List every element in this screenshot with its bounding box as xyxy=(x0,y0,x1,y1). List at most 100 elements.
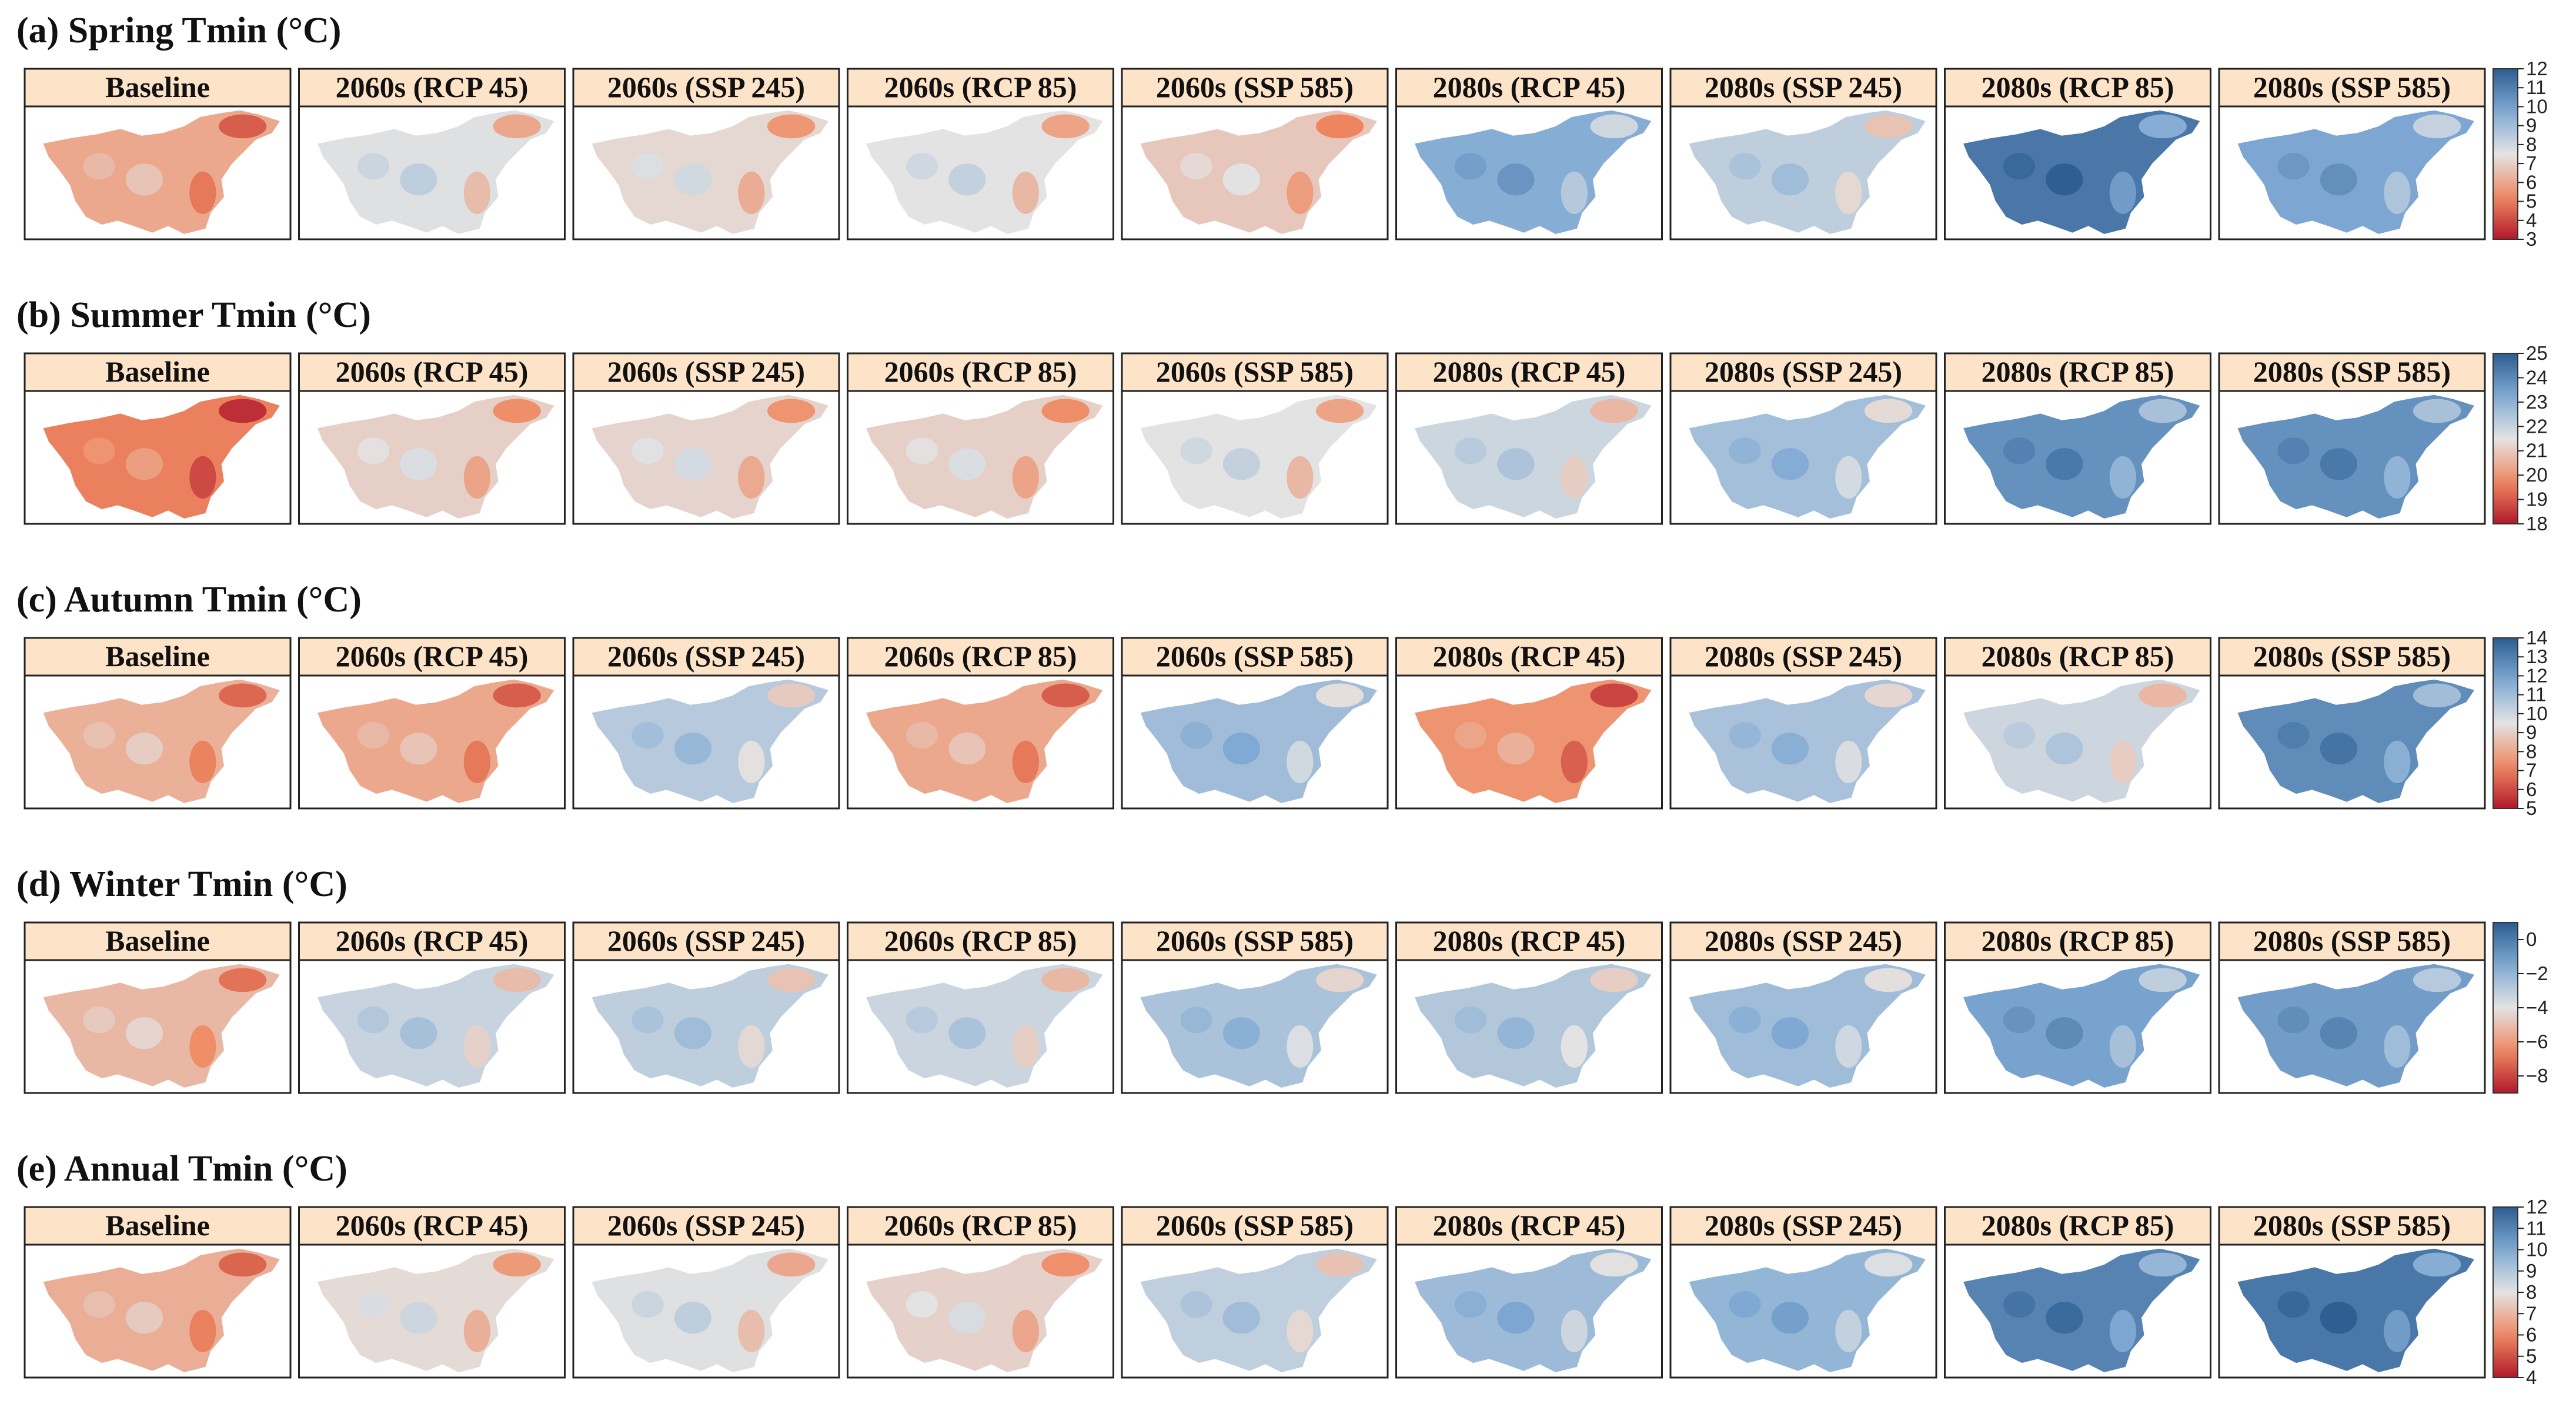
map-hotspot xyxy=(2109,456,2136,499)
colorbar-tick-label: 3 xyxy=(2526,228,2537,250)
panel-strip-label: 2080s (SSP 585) xyxy=(2253,355,2451,388)
colorbar-tick-label: 9 xyxy=(2526,721,2537,743)
map-hotspot xyxy=(2139,968,2187,992)
map-coolspot xyxy=(2046,1017,2083,1049)
map-panel: 2080s (RCP 85) xyxy=(1944,352,2211,525)
map-coolspot xyxy=(948,1017,986,1049)
map-coolspot xyxy=(400,1017,437,1049)
panel-strip xyxy=(1121,68,1389,108)
colorbar-tick-label: 11 xyxy=(2526,1217,2546,1239)
map-hotspot xyxy=(1287,1309,1314,1353)
map-panel: 2080s (SSP 245) xyxy=(1669,68,1937,240)
map-region xyxy=(1963,110,2200,234)
colorbar: 0 −2 −4 −6 −8 xyxy=(2493,922,2548,1094)
map-panel: 2060s (SSP 245) xyxy=(572,352,840,525)
map-hotspot xyxy=(2109,1025,2136,1068)
map-hotspot xyxy=(463,456,490,499)
colorbar-tick-label: 10 xyxy=(2526,1239,2548,1261)
map-hotspot xyxy=(1287,740,1314,784)
map-panel: Baseline xyxy=(24,637,292,810)
panel-strip-label: 2060s (RCP 45) xyxy=(336,924,529,957)
map-hotspot xyxy=(1041,114,1090,139)
map-hotspot xyxy=(2139,1252,2187,1277)
map-region xyxy=(43,679,280,803)
map-coolspot xyxy=(1180,1291,1212,1318)
map-coolspot xyxy=(632,437,664,464)
map-coolspot xyxy=(1497,733,1535,765)
map-panel: Baseline xyxy=(24,921,292,1094)
map-region xyxy=(592,964,828,1088)
map-coolspot xyxy=(632,722,664,749)
map-panel: 2080s (SSP 585) xyxy=(2218,68,2486,240)
colorbar-tick-label: 6 xyxy=(2526,778,2537,800)
map-hotspot xyxy=(1835,1309,1862,1353)
map-coolspot xyxy=(1497,163,1535,196)
map-region xyxy=(1963,1248,2200,1372)
colorbar-tick-label: 6 xyxy=(2526,1324,2537,1346)
panel-strip-label: 2060s (RCP 45) xyxy=(336,1209,529,1242)
colorbar-tick-label: 12 xyxy=(2526,664,2548,686)
map-panel: 2060s (SSP 585) xyxy=(1121,1206,1389,1379)
map-panel: 2080s (RCP 45) xyxy=(1395,921,1663,1094)
panel-strip-label: 2060s (SSP 585) xyxy=(1156,355,1354,388)
map-coolspot xyxy=(1222,163,1261,196)
map-hotspot xyxy=(1864,968,1913,992)
map-coolspot xyxy=(1771,163,1809,196)
panel-strip xyxy=(24,637,292,677)
panel-strip-label: Baseline xyxy=(105,355,210,388)
row-title: (e) Annual Tmin (°C) xyxy=(16,1149,348,1189)
map-coolspot xyxy=(2320,1017,2358,1049)
map-coolspot xyxy=(2046,163,2083,196)
colorbar-gradient xyxy=(2493,1206,2518,1378)
colorbar-gradient xyxy=(2493,922,2518,1094)
map-coolspot xyxy=(2003,1007,2036,1034)
colorbar-tick-label: 4 xyxy=(2526,1366,2537,1388)
map-coolspot xyxy=(1497,1302,1535,1334)
map-region xyxy=(1963,395,2200,519)
colorbar-tick-label: 24 xyxy=(2526,366,2548,388)
panel-strip xyxy=(1121,921,1389,961)
panel-strip xyxy=(1395,352,1663,392)
panel-strip xyxy=(1121,352,1389,392)
map-hotspot xyxy=(1590,114,1638,139)
colorbar-tick-label: 7 xyxy=(2526,1302,2537,1324)
panel-strip-label: 2080s (SSP 245) xyxy=(1705,355,1902,388)
map-region xyxy=(592,110,828,234)
map-coolspot xyxy=(2046,1302,2083,1334)
map-hotspot xyxy=(493,114,541,139)
map-panel: 2080s (SSP 245) xyxy=(1669,1206,1937,1379)
map-region xyxy=(1140,679,1377,803)
panel-strip-label: 2080s (RCP 85) xyxy=(1982,71,2174,103)
map-panel: Baseline xyxy=(24,352,292,525)
colorbar-tick-label: −6 xyxy=(2526,1031,2548,1052)
panel-strip-label: Baseline xyxy=(105,640,210,673)
map-hotspot xyxy=(1561,1025,1588,1068)
map-coolspot xyxy=(357,722,390,749)
map-region xyxy=(1689,679,1926,803)
colorbar-tick-label: 11 xyxy=(2526,684,2546,706)
map-panel: 2060s (RCP 85) xyxy=(847,68,1114,240)
map-coolspot xyxy=(83,1291,115,1318)
map-coolspot xyxy=(632,1291,664,1318)
map-coolspot xyxy=(1729,722,1761,749)
map-coolspot xyxy=(357,153,390,180)
map-coolspot xyxy=(1180,153,1212,180)
map-hotspot xyxy=(1590,968,1638,992)
map-region xyxy=(2237,679,2474,803)
map-panel: 2080s (SSP 585) xyxy=(2218,352,2486,525)
map-region xyxy=(2237,1248,2474,1372)
map-coolspot xyxy=(2277,1291,2310,1318)
panel-strip xyxy=(1395,1206,1663,1246)
panel-strip-label: 2080s (SSP 585) xyxy=(2253,640,2451,673)
map-hotspot xyxy=(1041,399,1090,423)
map-hotspot xyxy=(738,740,765,784)
map-region xyxy=(1415,110,1652,234)
panel-strip xyxy=(1669,637,1937,677)
panel-strip xyxy=(2218,637,2486,677)
map-panel: 2080s (SSP 245) xyxy=(1669,637,1937,810)
panel-strip-label: 2080s (RCP 45) xyxy=(1433,355,1626,388)
map-panel: 2060s (RCP 45) xyxy=(298,921,566,1094)
map-panel: 2060s (RCP 45) xyxy=(298,1206,566,1379)
panel-strip-label: 2060s (RCP 85) xyxy=(884,71,1077,103)
